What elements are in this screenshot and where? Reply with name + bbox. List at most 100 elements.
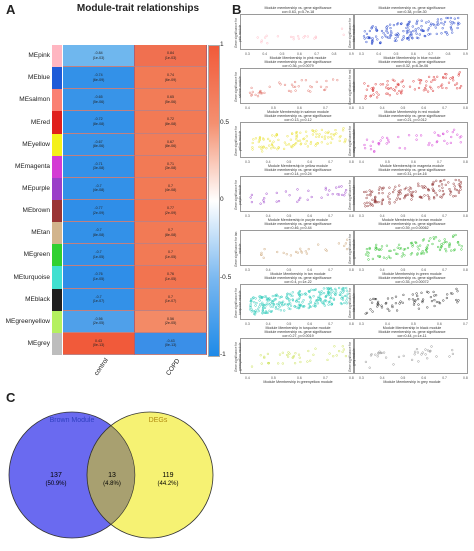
scatter-point xyxy=(280,295,283,299)
scatter-y-axis-label: Gene significance for greenyellow module xyxy=(234,342,242,372)
module-trait-heatmap: MEpink -0.84 (1e-03) 0.84 (1e-03) MEblue -0.74… xyxy=(0,0,230,390)
scatter-point xyxy=(306,360,309,363)
scatter-point xyxy=(294,141,298,145)
scatter-point xyxy=(451,235,455,239)
scatter-point xyxy=(432,195,436,199)
scatter-point xyxy=(374,246,378,249)
scatter-point xyxy=(329,294,332,297)
scatter-plot: Module membership vs. gene significance c… xyxy=(234,222,354,276)
scatter-point xyxy=(332,291,335,294)
scatter-point xyxy=(389,34,392,37)
scatter-point xyxy=(309,359,312,362)
scatter-point xyxy=(426,194,429,197)
scatter-point xyxy=(295,130,298,134)
scatter-point xyxy=(417,27,420,30)
scatter-point xyxy=(278,81,281,84)
scatter-point xyxy=(458,86,462,90)
scatter-point xyxy=(414,190,417,193)
scatter-x-tick: 0.4 xyxy=(379,214,385,218)
scatter-point xyxy=(327,303,330,306)
scatter-x-tick: 0.7 xyxy=(437,160,442,164)
scatter-point xyxy=(398,184,401,187)
scatter-plot: Module membership vs. gene significance c… xyxy=(234,6,354,60)
scatter-point xyxy=(442,242,445,245)
scatter-point xyxy=(389,256,392,260)
scatter-point xyxy=(444,183,447,187)
scatter-point xyxy=(452,195,455,198)
scatter-point xyxy=(377,248,380,251)
panel-b-label: B xyxy=(232,2,242,17)
scatter-point xyxy=(259,303,262,306)
scatter-point xyxy=(401,252,405,255)
scatter-point xyxy=(270,147,273,150)
scatter-point xyxy=(445,16,448,20)
scatter-point xyxy=(368,29,372,33)
scatter-point xyxy=(296,139,300,143)
scatter-point xyxy=(262,304,265,307)
scatter-point xyxy=(293,305,296,308)
scatter-title: Module membership vs. gene significance c… xyxy=(378,330,446,339)
scatter-point xyxy=(432,197,436,200)
scatter-point xyxy=(289,294,292,297)
scatter-x-tick: 0.8 xyxy=(349,106,354,110)
scatter-point xyxy=(341,288,345,291)
scatter-point xyxy=(280,302,283,305)
scatter-point xyxy=(297,198,301,202)
scatter-point xyxy=(455,87,459,90)
scatter-point xyxy=(387,255,391,258)
scatter-point xyxy=(364,205,367,208)
scatter-point xyxy=(373,149,376,153)
scatter-point xyxy=(270,300,274,303)
scatter-point xyxy=(371,257,375,261)
scatter-point xyxy=(282,251,285,255)
scatter-point xyxy=(374,195,377,199)
scatter-point xyxy=(254,304,257,307)
scatter-point xyxy=(375,243,378,247)
scatter-point xyxy=(447,81,451,84)
scatter-point xyxy=(277,199,281,203)
scatter-point xyxy=(385,257,388,260)
scatter-x-tick: 0.7 xyxy=(328,160,333,164)
scatter-point xyxy=(393,248,396,252)
scatter-point xyxy=(415,292,418,295)
scatter-point xyxy=(317,295,320,299)
module-label: MEblue xyxy=(27,74,50,82)
scatter-point xyxy=(266,297,270,300)
scatter-point xyxy=(420,196,424,199)
scatter-point xyxy=(269,305,272,308)
scatter-point xyxy=(284,302,287,306)
scatter-point xyxy=(277,362,280,365)
scatter-point xyxy=(427,239,431,243)
scatter-point xyxy=(305,252,309,255)
scatter-point xyxy=(346,238,349,241)
scatter-point xyxy=(262,201,266,204)
scatter-point xyxy=(440,18,443,21)
scatter-point xyxy=(271,294,274,298)
scatter-point xyxy=(402,293,405,297)
scatter-point xyxy=(364,94,367,98)
scatter-point xyxy=(460,248,463,251)
scatter-point xyxy=(418,33,421,36)
scatter-point xyxy=(278,353,282,356)
scatter-point xyxy=(329,135,332,139)
scatter-point xyxy=(254,297,257,300)
scatter-point xyxy=(433,131,436,134)
scatter-point xyxy=(438,302,442,305)
scatter-point xyxy=(331,137,334,141)
scatter-point xyxy=(435,300,439,304)
scatter-point xyxy=(449,189,452,193)
scatter-y-axis-label: Gene significance for tan module xyxy=(234,231,242,267)
scatter-x-tick: 0.4 xyxy=(379,376,385,380)
scatter-point xyxy=(398,190,401,193)
scatter-x-tick: 0.7 xyxy=(428,52,434,56)
scatter-point xyxy=(389,30,393,33)
scatter-point xyxy=(449,16,453,20)
scatter-x-tick: 0.4 xyxy=(379,268,385,272)
scatter-point xyxy=(328,300,332,303)
scatter-x-tick: 0.6 xyxy=(437,322,442,326)
scatter-point xyxy=(272,302,275,306)
scatter-point xyxy=(298,289,302,293)
scatter-title: Module membership vs. gene significance c… xyxy=(378,60,446,69)
scatter-point xyxy=(363,190,366,194)
scatter-point xyxy=(380,202,384,206)
